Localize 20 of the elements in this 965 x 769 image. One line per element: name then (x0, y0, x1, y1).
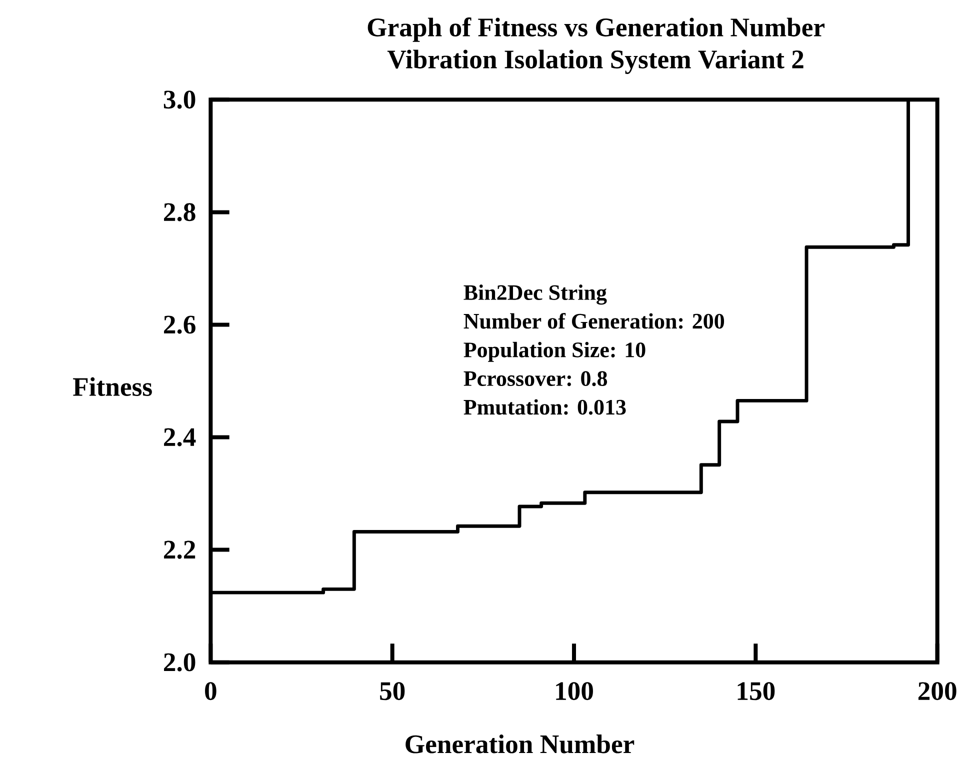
x-tick-label: 0 (205, 682, 216, 700)
chart-subtitle: Vibration Isolation System Variant 2 (387, 50, 804, 74)
annotation: Population Size: 10 (464, 342, 646, 362)
annotation: Bin2Dec String (464, 284, 607, 305)
y-tick-label: 2.8 (164, 203, 196, 222)
chart-title: Graph of Fitness vs Generation Number (368, 17, 824, 42)
y-tick-label: 2.6 (164, 316, 196, 334)
x-axis-title: Generation Number (406, 734, 634, 754)
y-tick-label: 2.2 (164, 540, 196, 559)
y-tick-label: 3.0 (164, 90, 196, 109)
x-tick-label: 50 (380, 682, 405, 700)
y-tick-label: 2.0 (164, 653, 196, 672)
x-tick-label: 150 (738, 682, 775, 700)
x-tick-label: 200 (918, 682, 956, 700)
annotation: Pmutation: 0.013 (464, 399, 626, 415)
x-tick-label: 100 (556, 682, 593, 700)
annotation: Number of Generation: 200 (464, 312, 724, 329)
annotation: Pcrossover: 0.8 (464, 371, 608, 386)
y-tick-label: 2.4 (164, 428, 196, 446)
y-axis-title: Fitness (73, 377, 152, 396)
